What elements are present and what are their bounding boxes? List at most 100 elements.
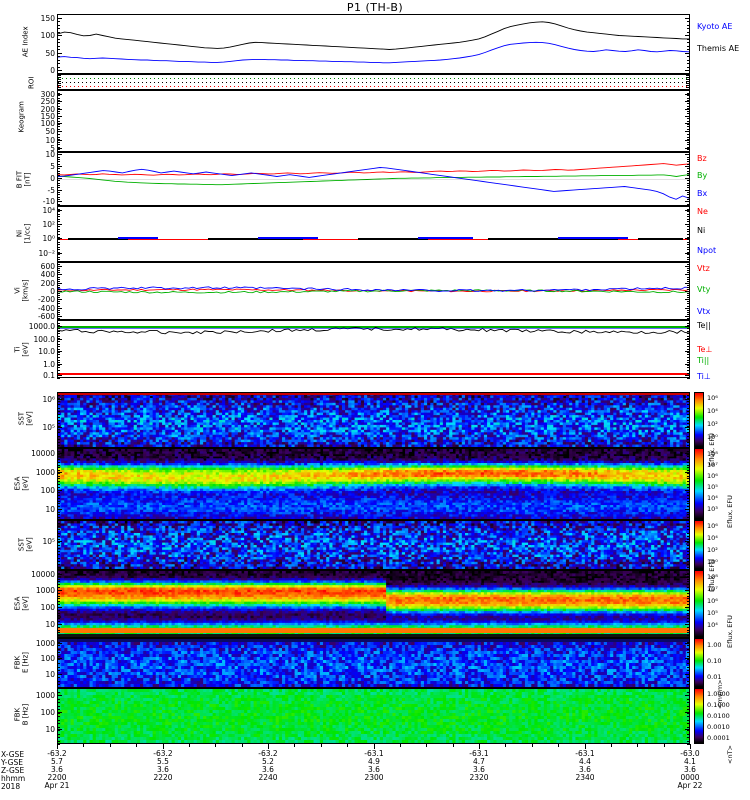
panel-sst-1 bbox=[57, 392, 690, 448]
y-tick bbox=[57, 266, 62, 267]
y-tick bbox=[57, 283, 62, 284]
y-tick bbox=[57, 702, 60, 703]
y-tick bbox=[687, 596, 690, 597]
y-tick bbox=[57, 67, 60, 68]
colorbar-fbk-b bbox=[694, 688, 704, 744]
y-tick bbox=[57, 32, 60, 33]
y-tick bbox=[687, 134, 690, 135]
y-tick bbox=[687, 336, 690, 337]
y-tick bbox=[57, 221, 60, 222]
x-tick-value: 3.6 bbox=[238, 766, 298, 774]
y-tick bbox=[687, 194, 690, 195]
y-tick bbox=[687, 325, 690, 326]
y-tick bbox=[57, 285, 60, 286]
y-tick bbox=[57, 339, 62, 340]
y-tick bbox=[687, 638, 690, 639]
y-tick bbox=[57, 126, 60, 127]
y-tick bbox=[57, 459, 60, 460]
panel-esa-2 bbox=[57, 570, 690, 638]
y-tick bbox=[57, 325, 60, 326]
y-tick bbox=[57, 638, 60, 639]
y-tick bbox=[57, 70, 62, 71]
y-tick bbox=[687, 113, 690, 114]
colorbar-tick-label: 0.0010 bbox=[707, 724, 730, 731]
y-tick bbox=[57, 523, 60, 524]
y-tick bbox=[57, 244, 60, 245]
series-npot-seg bbox=[118, 237, 158, 239]
y-tick bbox=[57, 378, 60, 379]
y-tick bbox=[687, 25, 690, 26]
y-tick bbox=[687, 423, 690, 424]
y-tick bbox=[57, 100, 60, 101]
x-tick-minor bbox=[242, 744, 243, 747]
y-tick bbox=[687, 607, 690, 608]
y-tick bbox=[57, 161, 60, 162]
y-tick bbox=[57, 360, 60, 361]
y-tick bbox=[687, 564, 690, 565]
y-tick bbox=[57, 659, 60, 660]
y-tick-label: 10 bbox=[45, 620, 55, 629]
y-tick bbox=[687, 370, 690, 371]
y-tick-label: 5 bbox=[50, 144, 55, 153]
y-tick bbox=[685, 541, 690, 542]
y-tick bbox=[57, 147, 60, 148]
series-npot-seg bbox=[258, 237, 318, 239]
y-tick-label: 300 bbox=[41, 90, 55, 99]
series-bx bbox=[58, 167, 689, 200]
y-tick bbox=[687, 310, 690, 311]
saturated-row bbox=[58, 393, 689, 395]
y-tick bbox=[57, 684, 60, 685]
y-tick bbox=[687, 262, 690, 263]
y-tick bbox=[687, 362, 690, 363]
y-tick bbox=[687, 514, 690, 515]
y-tick bbox=[57, 299, 62, 300]
y-tick bbox=[687, 741, 690, 742]
y-tick bbox=[687, 185, 690, 186]
y-tick bbox=[57, 514, 60, 515]
y-tick bbox=[57, 567, 60, 568]
y-tick bbox=[57, 364, 62, 365]
y-tick bbox=[687, 404, 690, 405]
y-tick bbox=[57, 197, 60, 198]
y-tick bbox=[57, 561, 60, 562]
y-tick bbox=[57, 445, 60, 446]
y-tick bbox=[57, 190, 62, 191]
y-tick bbox=[687, 357, 690, 358]
y-tick bbox=[687, 615, 690, 616]
y-tick bbox=[57, 456, 60, 457]
x-tick-value: 0000 bbox=[660, 774, 720, 782]
y-tick bbox=[57, 492, 60, 493]
y-tick-label: 5 bbox=[50, 162, 55, 171]
y-tick bbox=[57, 199, 60, 200]
panel-b-fit bbox=[57, 152, 690, 206]
y-tick bbox=[57, 314, 60, 315]
y-tick bbox=[687, 157, 690, 158]
y-tick bbox=[57, 129, 60, 130]
legend-by: By bbox=[697, 171, 707, 180]
y-tick bbox=[57, 168, 60, 169]
y-tick-label: 50 bbox=[45, 127, 55, 136]
y-tick bbox=[687, 432, 690, 433]
y-tick bbox=[57, 512, 60, 513]
y-tick-label: 10 bbox=[45, 670, 55, 679]
y-tick bbox=[687, 103, 690, 104]
y-tick bbox=[685, 472, 690, 473]
y-tick-label: 10⁵ bbox=[42, 423, 55, 432]
y-tick bbox=[687, 204, 690, 205]
y-tick bbox=[687, 727, 690, 728]
y-tick bbox=[57, 618, 60, 619]
y-tick bbox=[686, 87, 689, 88]
y-tick bbox=[685, 101, 690, 102]
y-tick bbox=[687, 533, 690, 534]
legend-ti-par: Ti|| bbox=[697, 356, 709, 365]
y-tick bbox=[57, 601, 60, 602]
zero-line bbox=[58, 179, 689, 180]
y-tick bbox=[687, 702, 690, 703]
y-tick bbox=[687, 567, 690, 568]
y-tick bbox=[687, 277, 690, 278]
series-themis-ae bbox=[58, 21, 689, 50]
y-tick bbox=[685, 35, 690, 36]
y-tick bbox=[687, 237, 690, 238]
series-group bbox=[58, 286, 689, 294]
y-tick bbox=[57, 253, 62, 254]
